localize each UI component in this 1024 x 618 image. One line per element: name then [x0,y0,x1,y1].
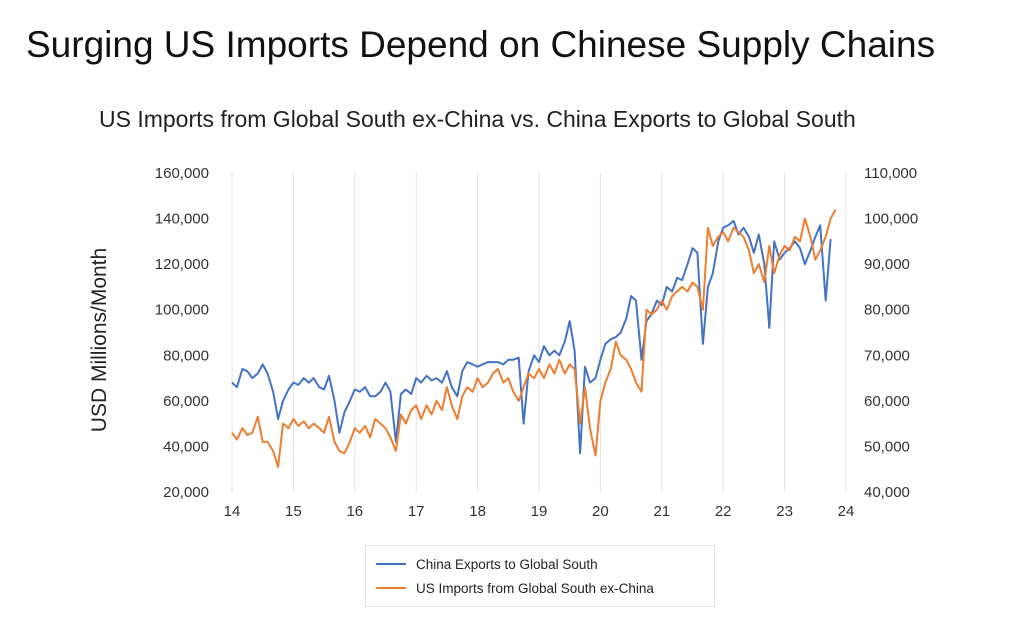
chart-title: US Imports from Global South ex-China vs… [99,106,856,132]
series-line-us-imports [231,209,837,468]
series-lines [231,209,837,468]
left-tick-label: 20,000 [163,484,209,501]
legend-item-china-exports: China Exports to Global South [376,554,598,574]
x-tick-label: 20 [592,503,609,520]
chart-legend: China Exports to Global South US Imports… [365,545,715,607]
left-tick-label: 80,000 [163,347,209,364]
vertical-gridlines [231,173,847,492]
right-tick-label: 40,000 [864,484,910,501]
x-tick-label: 16 [346,503,363,520]
x-tick-label: 22 [715,503,732,520]
x-tick-label: 24 [838,503,855,520]
legend-swatch-china-exports [376,563,406,565]
slide-title: Surging US Imports Depend on Chinese Sup… [26,24,936,65]
left-tick-label: 120,000 [155,256,209,273]
x-tick-label: 14 [224,503,241,520]
series-line-china-exports [231,219,832,455]
right-tick-label: 100,000 [864,211,918,228]
y-axis-label: USD Millions/Month [88,248,111,432]
right-tick-label: 70,000 [864,347,910,364]
x-tick-label: 21 [653,503,670,520]
x-axis-ticks: 14 15 16 17 18 19 20 21 22 23 24 [224,503,855,520]
legend-swatch-us-imports [376,587,406,589]
left-tick-label: 160,000 [155,165,209,182]
right-tick-label: 110,000 [864,165,917,182]
x-tick-label: 17 [408,503,425,520]
legend-item-us-imports: US Imports from Global South ex-China [376,578,654,598]
right-tick-label: 80,000 [864,302,910,319]
right-tick-label: 90,000 [864,256,910,273]
right-tick-label: 60,000 [864,393,910,410]
legend-label-china-exports: China Exports to Global South [416,556,598,572]
right-axis-ticks: 40,000 50,000 60,000 70,000 80,000 90,000 100,… [864,165,918,501]
left-tick-label: 100,000 [155,302,209,319]
x-tick-label: 18 [469,503,486,520]
legend-label-us-imports: US Imports from Global South ex-China [416,580,654,596]
left-axis-ticks: 20,000 40,000 60,000 80,000 100,000 120,000 14… [155,165,209,501]
x-tick-label: 15 [285,503,302,520]
left-tick-label: 40,000 [163,438,209,455]
x-tick-label: 23 [776,503,793,520]
left-tick-label: 140,000 [155,211,209,228]
left-tick-label: 60,000 [163,393,209,410]
x-tick-label: 19 [531,503,548,520]
right-tick-label: 50,000 [864,438,910,455]
